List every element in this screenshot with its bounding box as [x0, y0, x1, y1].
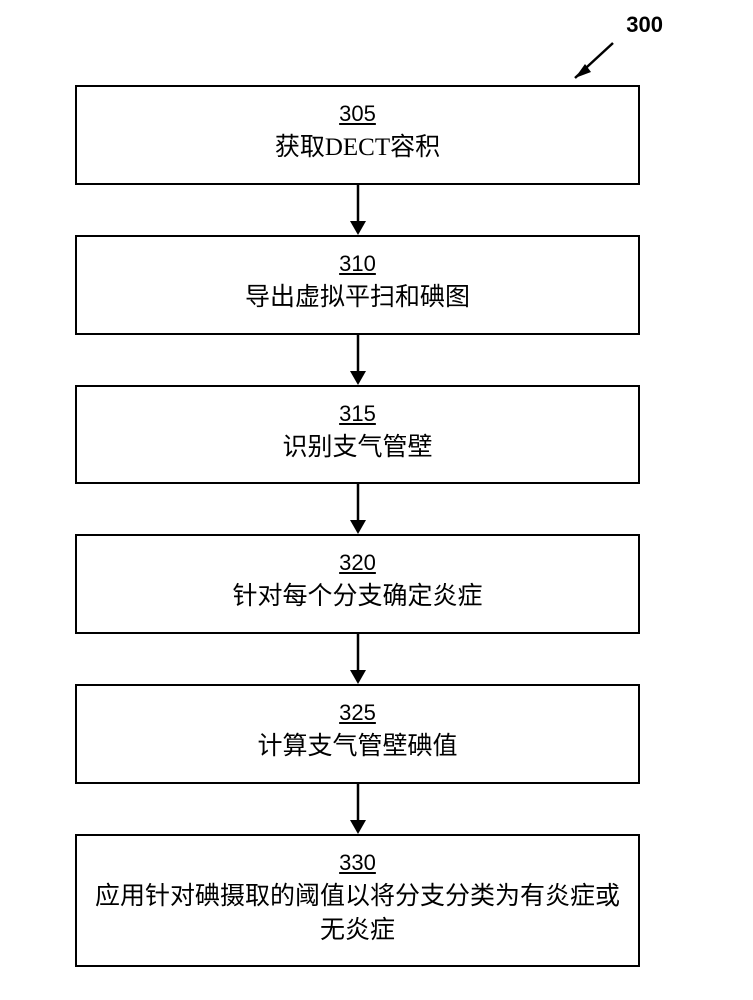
flow-step-310: 310 导出虚拟平扫和碘图 [75, 235, 640, 335]
flow-step-305: 305 获取DECT容积 [75, 85, 640, 185]
figure-label-arrow [563, 38, 623, 88]
step-number: 315 [87, 401, 628, 427]
step-text: 针对每个分支确定炎症 [87, 580, 628, 614]
flow-arrow [75, 335, 640, 385]
step-text: 识别支气管壁 [87, 431, 628, 465]
flow-arrow [75, 784, 640, 834]
step-text: 计算支气管壁碘值 [87, 730, 628, 764]
flow-arrow [75, 185, 640, 235]
step-number: 310 [87, 251, 628, 277]
step-number: 325 [87, 700, 628, 726]
step-number: 330 [87, 850, 628, 876]
step-number: 320 [87, 550, 628, 576]
flow-step-320: 320 针对每个分支确定炎症 [75, 534, 640, 634]
flow-step-325: 325 计算支气管壁碘值 [75, 684, 640, 784]
flow-arrow [75, 634, 640, 684]
step-text: 应用针对碘摄取的阈值以将分支分类为有炎症或无炎症 [87, 880, 628, 948]
flow-step-330: 330 应用针对碘摄取的阈值以将分支分类为有炎症或无炎症 [75, 834, 640, 968]
step-text: 导出虚拟平扫和碘图 [87, 281, 628, 315]
step-number: 305 [87, 101, 628, 127]
step-text: 获取DECT容积 [87, 131, 628, 165]
figure-number-label: 300 [626, 12, 663, 38]
flow-arrow [75, 484, 640, 534]
flowchart-container: 305 获取DECT容积 310 导出虚拟平扫和碘图 315 识别支气管壁 32… [75, 85, 640, 967]
flow-step-315: 315 识别支气管壁 [75, 385, 640, 485]
